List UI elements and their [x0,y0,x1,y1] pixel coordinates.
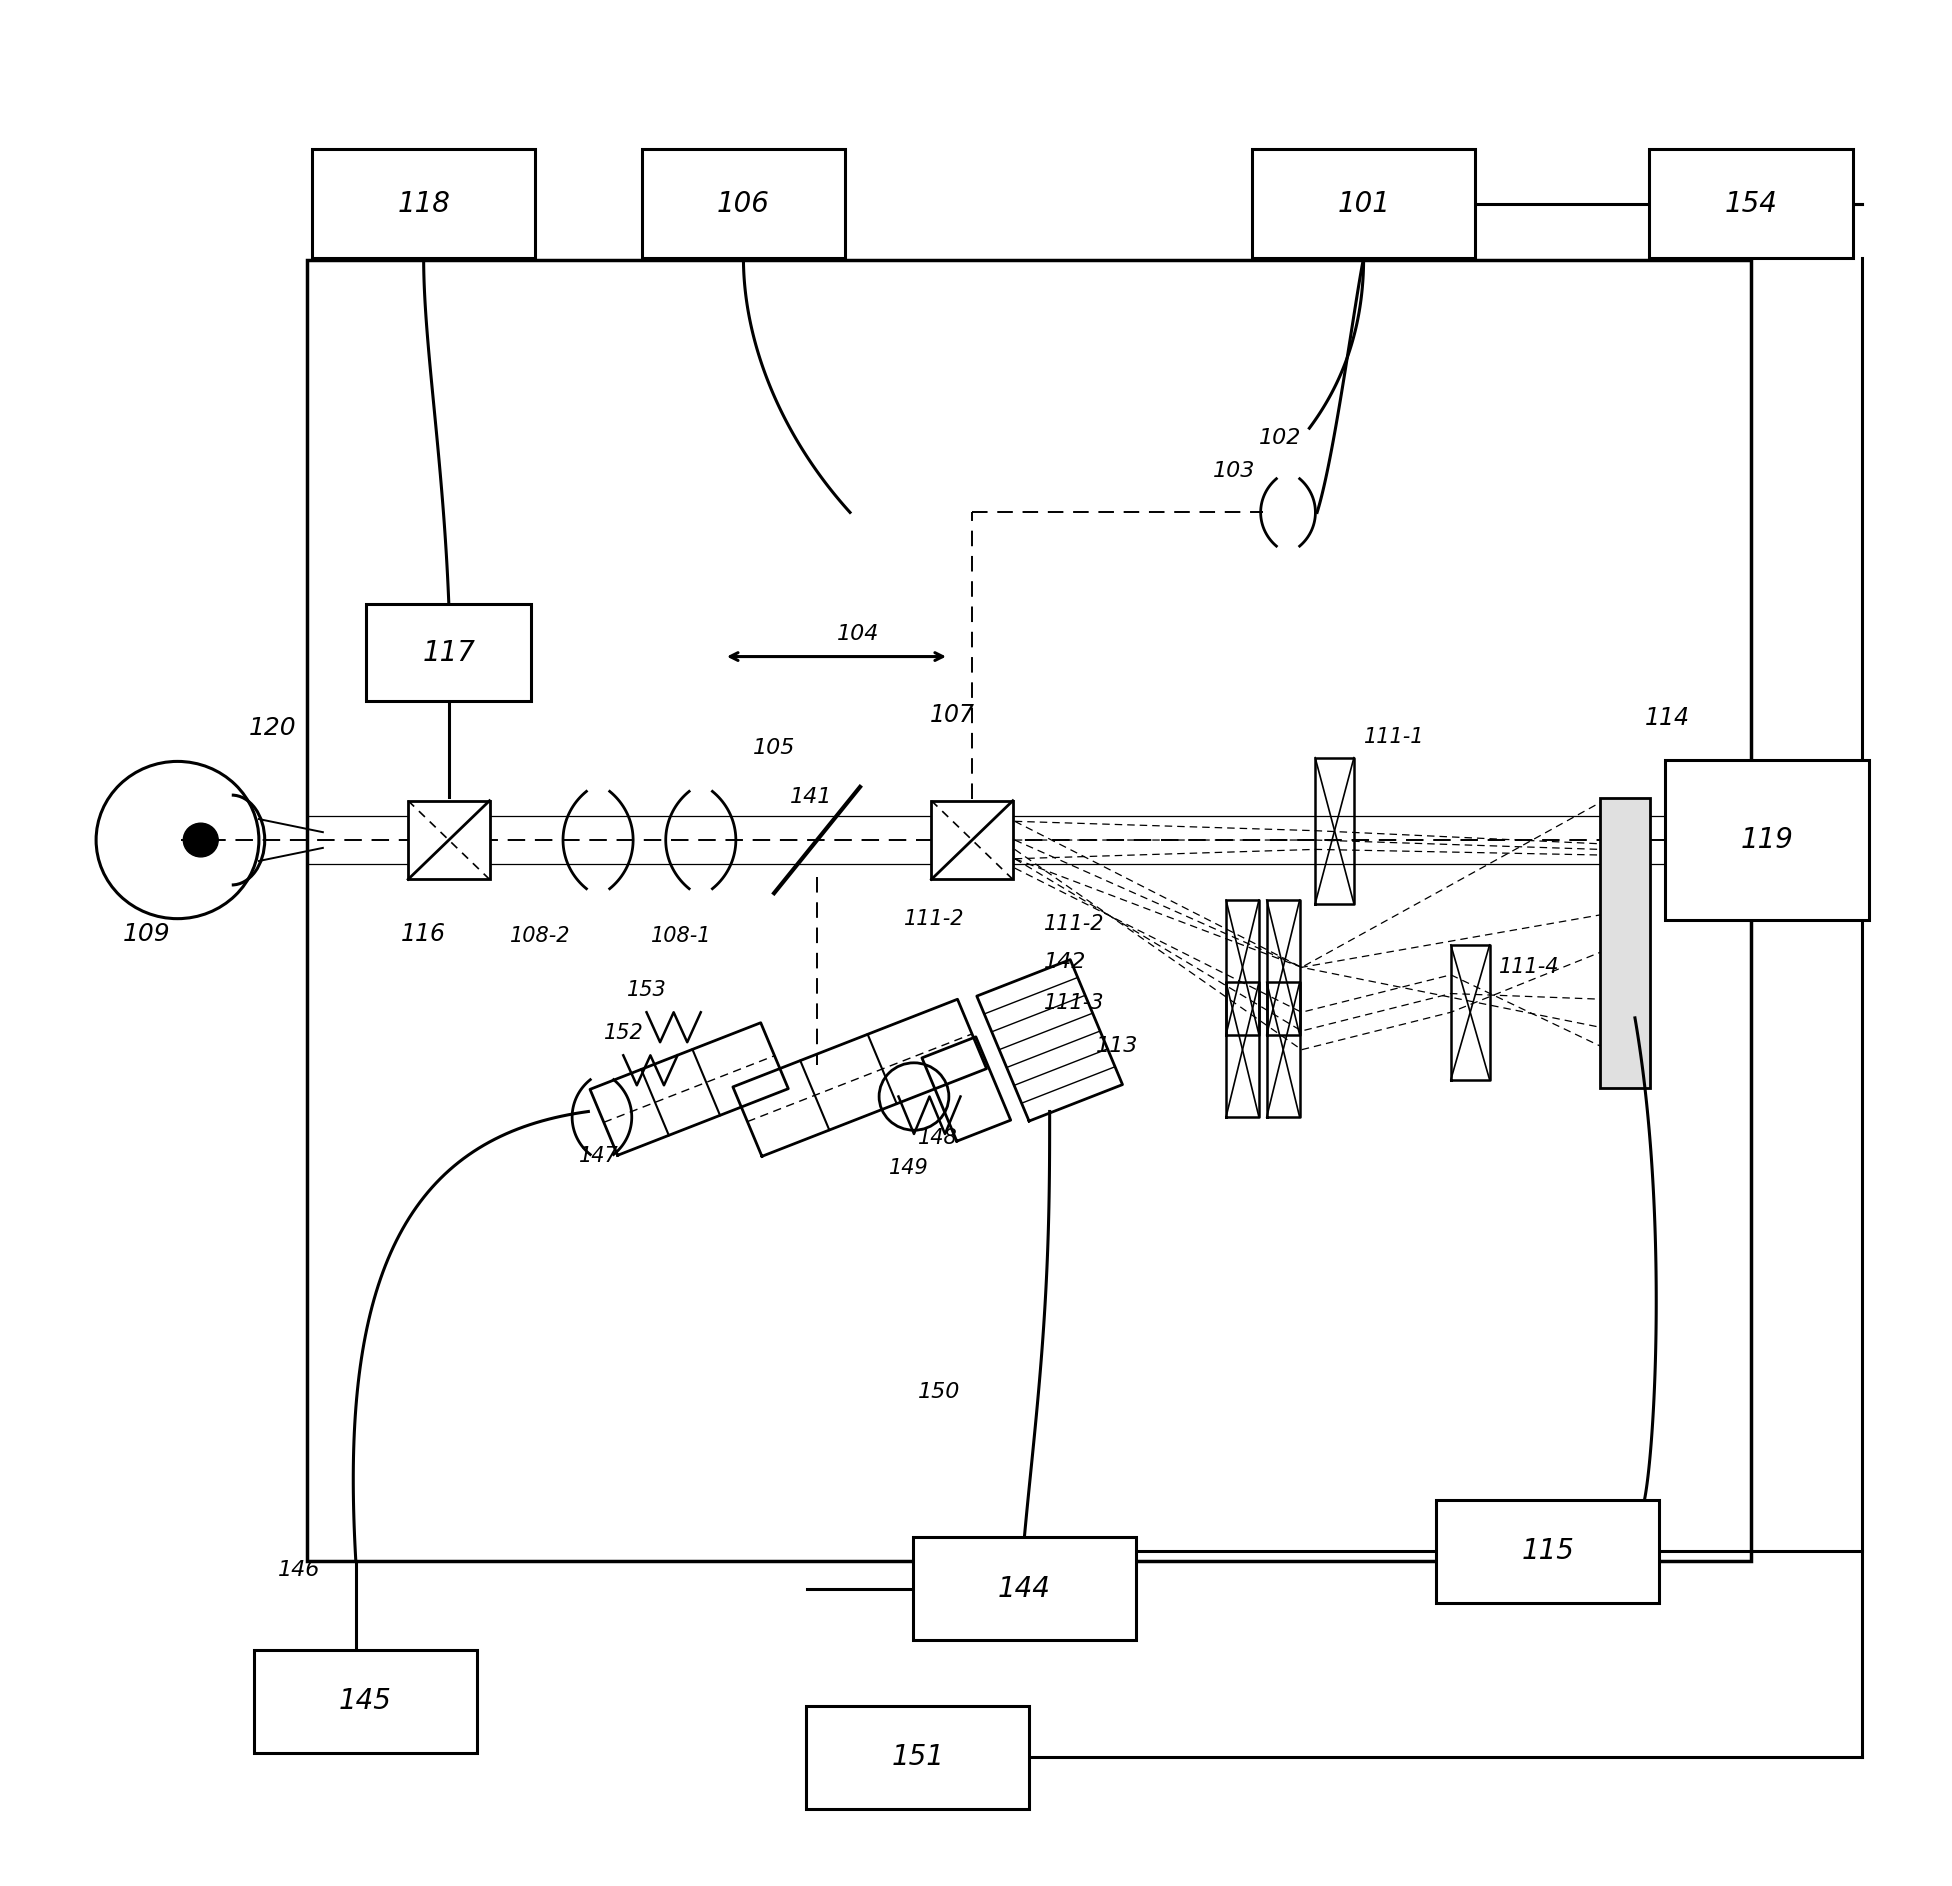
Text: 142: 142 [1044,952,1085,971]
Text: 141: 141 [791,786,832,807]
Text: 146: 146 [279,1560,320,1580]
Bar [367,604,531,702]
Bar [312,149,535,258]
Text: 147: 147 [578,1147,619,1166]
Text: 111-2: 111-2 [904,909,964,928]
Text: 111-2: 111-2 [1044,915,1105,934]
Bar [931,802,1013,879]
Bar [1601,798,1651,1088]
Bar [306,260,1751,1562]
Text: 111-1: 111-1 [1364,728,1425,747]
Text: 152: 152 [603,1022,644,1043]
Text: 114: 114 [1646,707,1690,730]
Text: 117: 117 [422,639,474,668]
Text: 108-1: 108-1 [652,926,712,945]
Text: 151: 151 [892,1743,945,1771]
Text: 154: 154 [1726,189,1778,217]
Circle shape [183,822,219,856]
Text: 111-4: 111-4 [1499,958,1560,977]
Bar [1437,1499,1659,1603]
Text: 153: 153 [627,981,668,1000]
Text: 118: 118 [396,189,451,217]
Text: 109: 109 [123,922,172,945]
Text: 149: 149 [888,1158,929,1177]
Text: 101: 101 [1337,189,1390,217]
Text: 108-2: 108-2 [509,926,570,945]
Bar [254,1650,476,1752]
Text: 105: 105 [753,737,796,758]
Text: 144: 144 [997,1575,1050,1603]
Text: 115: 115 [1521,1537,1573,1565]
Text: 111-3: 111-3 [1044,992,1105,1013]
Text: 120: 120 [250,715,297,739]
Bar [408,802,490,879]
Text: 104: 104 [837,624,878,645]
Text: 106: 106 [716,189,769,217]
Bar [914,1537,1136,1641]
Text: 107: 107 [929,703,974,726]
Text: 145: 145 [340,1688,392,1714]
Text: 113: 113 [1097,1035,1138,1056]
Bar [1649,149,1852,258]
Text: 116: 116 [402,922,447,945]
Text: 102: 102 [1259,428,1302,447]
Bar [642,149,845,258]
Text: 148: 148 [917,1128,958,1149]
Text: 119: 119 [1741,826,1794,854]
Bar [1665,760,1868,920]
Bar [806,1705,1029,1809]
Text: 150: 150 [917,1382,960,1403]
Bar [1251,149,1476,258]
Text: 103: 103 [1212,462,1255,481]
